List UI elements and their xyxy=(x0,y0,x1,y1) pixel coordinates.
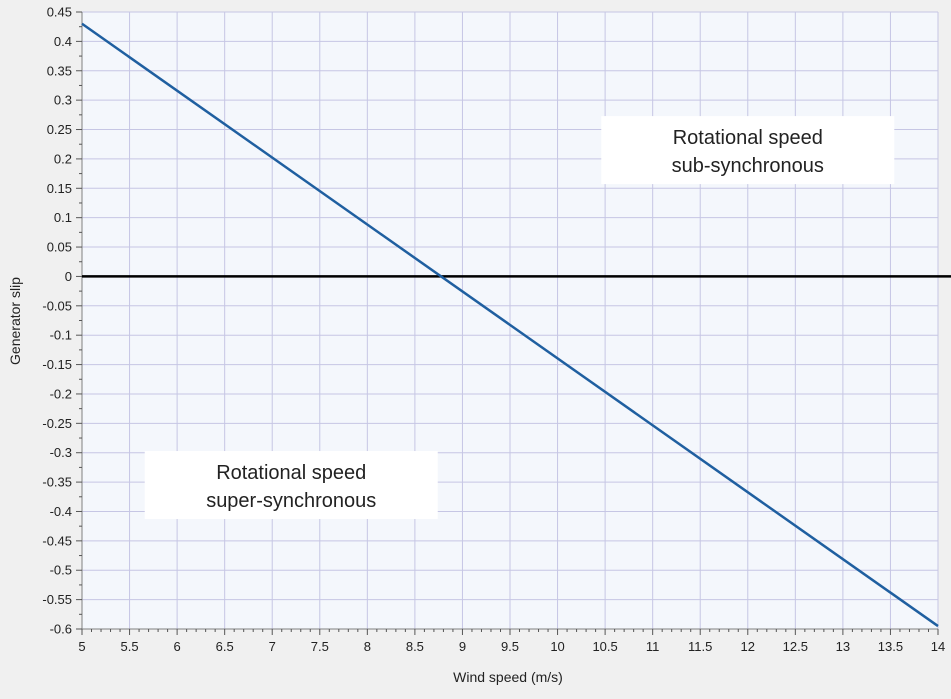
x-tick-label: 10 xyxy=(550,639,564,654)
x-tick-label: 9 xyxy=(459,639,466,654)
x-tick-label: 5 xyxy=(78,639,85,654)
y-tick-label: 0.1 xyxy=(54,210,72,225)
annotation-background xyxy=(601,116,895,185)
x-tick-label: 11 xyxy=(646,639,660,654)
y-tick-label: 0.45 xyxy=(47,5,72,20)
series-layer xyxy=(81,22,939,628)
x-tick-labels: 5 5.5 6 6.5 7 7.5 8 8.5 9 9.5 10 10.5 11 11.5 12 12.5 13… xyxy=(78,639,945,654)
x-tick-label: 6 xyxy=(173,639,180,654)
y-tick-label: -0.1 xyxy=(50,328,72,343)
y-tick-label: -0.4 xyxy=(50,504,72,519)
y-axis-label: Generator slip xyxy=(7,277,23,365)
y-tick-label: 0.15 xyxy=(47,181,72,196)
y-tick-label: 0.05 xyxy=(47,240,72,255)
x-tick-label: 7.5 xyxy=(311,639,329,654)
grid xyxy=(78,11,939,633)
x-tick-label: 9.5 xyxy=(501,639,519,654)
annotation-text: Rotational speed xyxy=(216,462,366,484)
y-tick-label: -0.35 xyxy=(42,475,72,490)
x-tick-label: 11.5 xyxy=(688,639,712,654)
x-tick-label: 7 xyxy=(269,639,276,654)
x-axis-label: Wind speed (m/s) xyxy=(453,669,563,685)
annotation-text: Rotational speed xyxy=(673,127,823,149)
series-line xyxy=(81,22,939,628)
y-tick-label: 0 xyxy=(65,269,72,284)
y-tick-label: -0.05 xyxy=(42,298,72,313)
y-tick-label: 0.2 xyxy=(54,151,72,166)
annotation-background xyxy=(144,451,438,520)
x-tick-label: 12.5 xyxy=(783,639,808,654)
x-tick-label: 5.5 xyxy=(121,639,139,654)
y-tick-label: -0.15 xyxy=(42,357,72,372)
x-tick-label: 13 xyxy=(836,639,850,654)
minor-ticks xyxy=(76,11,939,635)
y-tick-label: 0.25 xyxy=(47,122,72,137)
y-tick-label: 0.35 xyxy=(47,63,72,78)
y-tick-label: -0.55 xyxy=(42,592,72,607)
annotation-text: super-synchronous xyxy=(206,490,376,512)
annotations: Rotational speedsub-synchronousRotationa… xyxy=(144,116,895,520)
x-tick-label: 12 xyxy=(741,639,755,654)
y-tick-label: 0.3 xyxy=(54,93,72,108)
annotation-box: Rotational speed sub-synchronous xyxy=(601,116,895,185)
y-tick-labels: 0.45 0.4 0.35 0.3 0.25 0.2 0.15 0.1 0.05 0 -0.05 -0… xyxy=(42,5,72,637)
annotation-text: sub-synchronous xyxy=(672,155,824,177)
x-tick-label: 14 xyxy=(931,639,945,654)
x-tick-label: 6.5 xyxy=(216,639,234,654)
y-tick-label: -0.2 xyxy=(50,386,72,401)
y-tick-label: -0.5 xyxy=(50,563,72,578)
annotation-box: Rotational speed super-synchronous xyxy=(144,451,438,520)
x-tick-label: 8 xyxy=(364,639,371,654)
x-tick-label: 13.5 xyxy=(878,639,903,654)
y-tick-label: -0.25 xyxy=(42,416,72,431)
x-tick-label: 8.5 xyxy=(406,639,424,654)
y-tick-label: -0.3 xyxy=(50,445,72,460)
y-tick-label: -0.45 xyxy=(42,533,72,548)
y-tick-label: -0.6 xyxy=(50,622,72,637)
x-tick-label: 10.5 xyxy=(592,639,617,654)
y-tick-label: 0.4 xyxy=(54,34,72,49)
